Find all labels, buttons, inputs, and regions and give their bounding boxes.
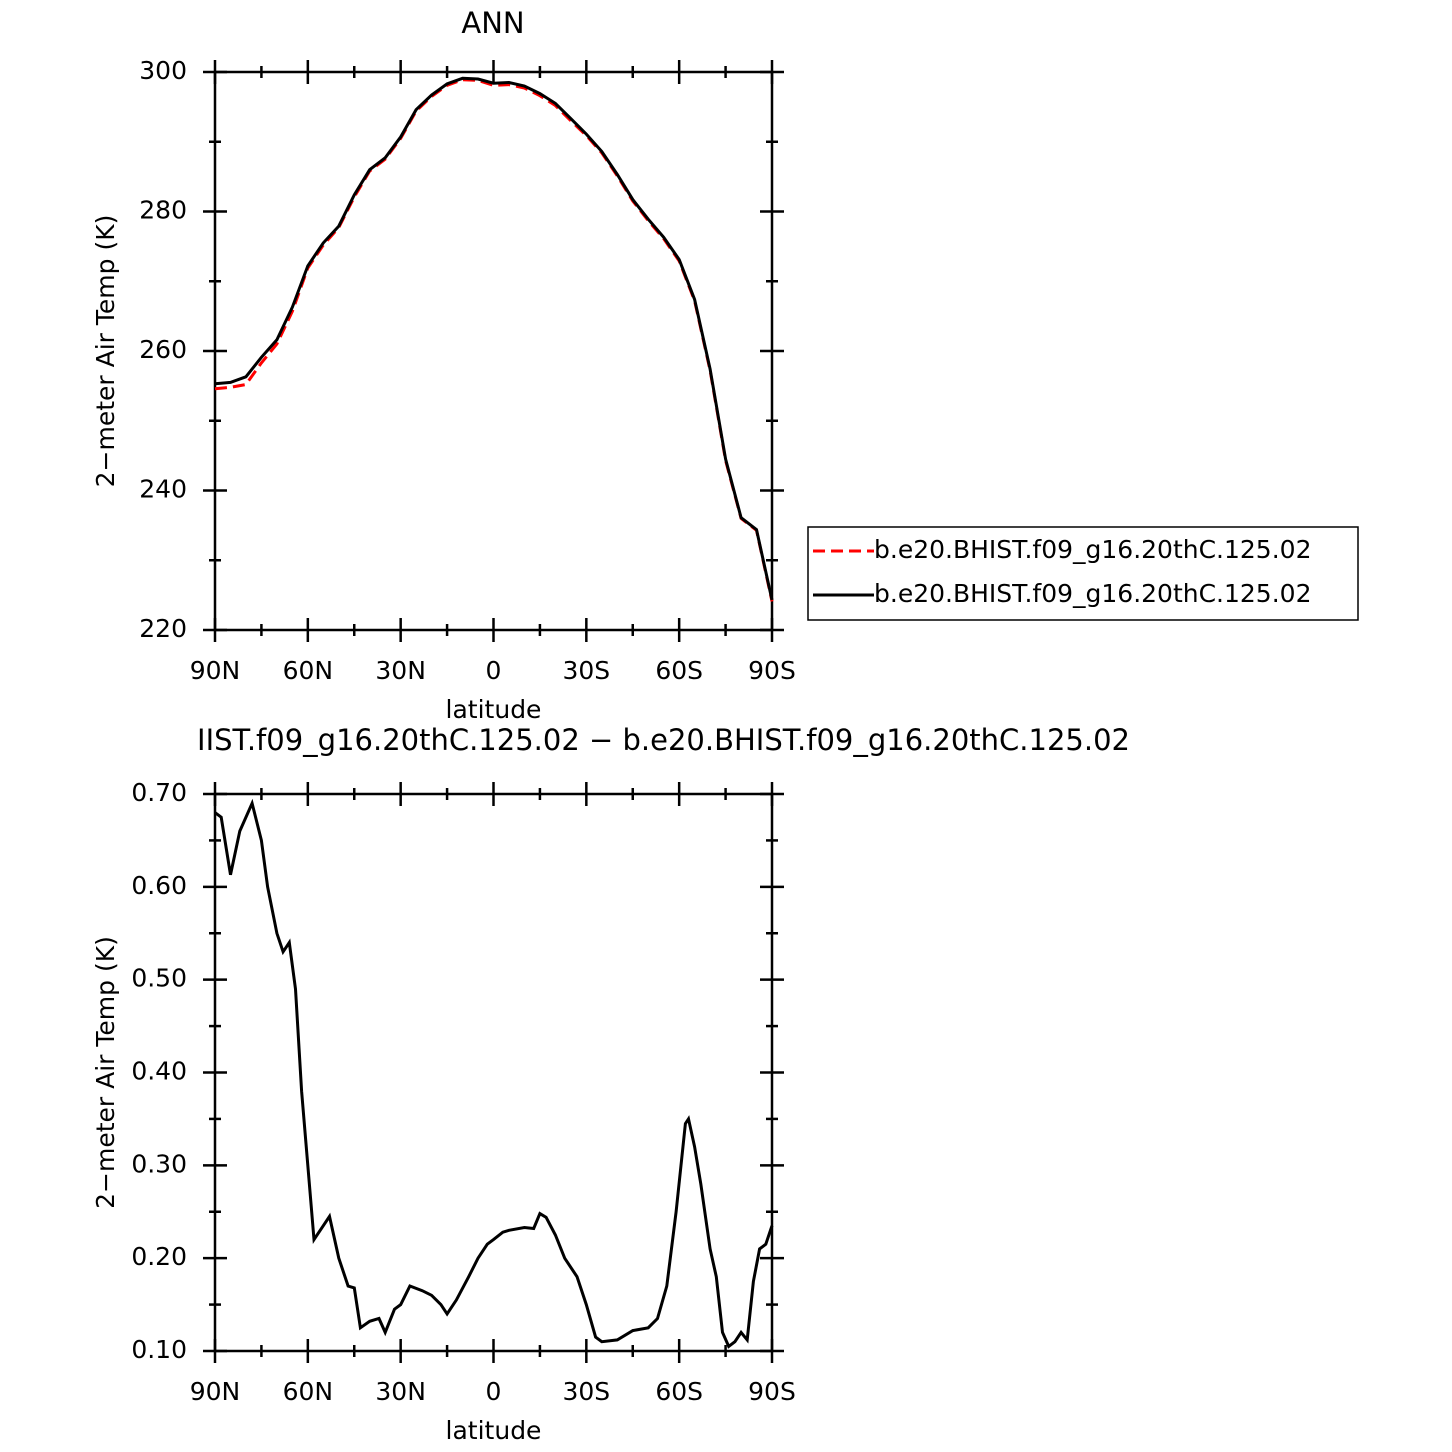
legend-box	[807, 526, 1359, 621]
x-axis-label: latitude	[446, 1416, 542, 1445]
y-tick-label: 220	[139, 614, 187, 643]
x-tick-label: 0	[486, 1377, 502, 1406]
chart-title: IIST.f09_g16.20thC.125.02 − b.e20.BHIST.…	[197, 723, 1130, 757]
x-tick-label: 90N	[190, 1377, 241, 1406]
x-tick-label: 90N	[190, 656, 241, 685]
y-tick-label: 0.20	[131, 1242, 187, 1271]
data-line	[214, 798, 774, 1349]
x-tick-label: 60S	[655, 1377, 703, 1406]
y-tick-label: 0.30	[131, 1149, 187, 1178]
y-axis-label: 2−meter Air Temp (K)	[91, 936, 120, 1209]
y-tick-label: 0.10	[131, 1335, 187, 1364]
y-tick-label: 300	[139, 56, 187, 85]
y-axis-label: 2−meter Air Temp (K)	[91, 215, 120, 488]
x-tick-label: 90S	[748, 1377, 796, 1406]
data-line	[214, 78, 774, 602]
plot-frame	[213, 70, 774, 632]
y-tick-label: 0.70	[131, 778, 187, 807]
x-tick-label: 60S	[655, 656, 703, 685]
y-tick-label: 0.40	[131, 1057, 187, 1086]
y-tick-label: 0.50	[131, 964, 187, 993]
x-axis-label: latitude	[446, 695, 542, 724]
x-tick-label: 30S	[562, 1377, 610, 1406]
x-tick-label: 60N	[283, 656, 334, 685]
y-tick-label: 260	[139, 335, 187, 364]
chart-title: ANN	[461, 6, 524, 40]
x-tick-label: 30N	[375, 1377, 426, 1406]
x-tick-label: 30S	[562, 656, 610, 685]
legend-label: b.e20.BHIST.f09_g16.20thC.125.02	[874, 535, 1311, 564]
y-tick-label: 280	[139, 196, 187, 225]
y-tick-label: 240	[139, 475, 187, 504]
x-tick-label: 60N	[283, 1377, 334, 1406]
data-line	[214, 76, 774, 601]
x-tick-label: 30N	[375, 656, 426, 685]
plot-frame	[213, 792, 774, 1353]
x-tick-label: 90S	[748, 656, 796, 685]
x-tick-label: 0	[486, 656, 502, 685]
y-tick-label: 0.60	[131, 871, 187, 900]
legend-label: b.e20.BHIST.f09_g16.20thC.125.02	[874, 579, 1311, 608]
